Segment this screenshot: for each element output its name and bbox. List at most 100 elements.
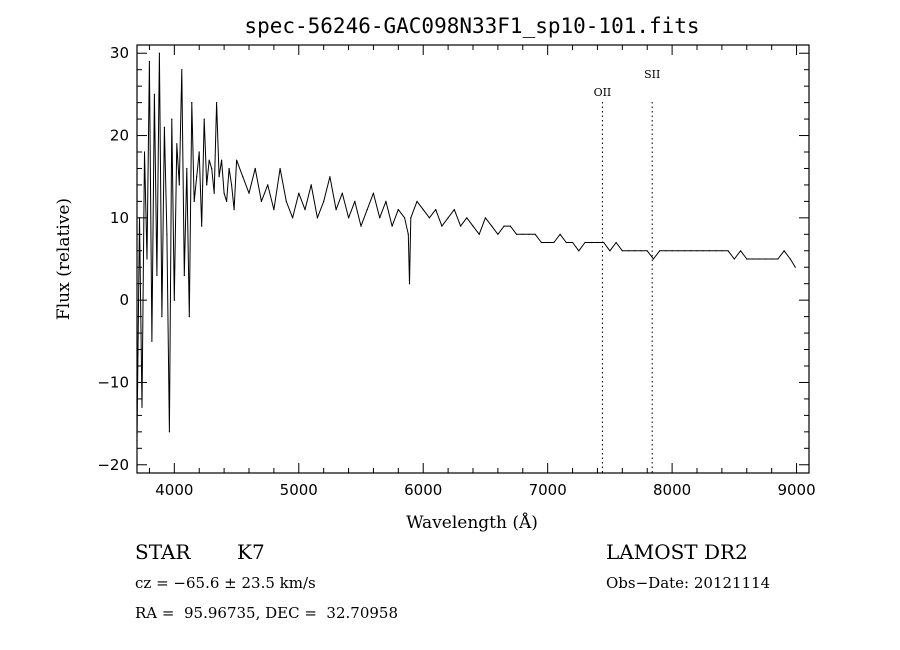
x-axis-label: Wavelength (Å) [406, 512, 538, 533]
flux-point [422, 209, 424, 211]
flux-point [596, 241, 599, 244]
flux-point [226, 200, 228, 202]
flux-point [727, 250, 729, 252]
x-tick-label-2: 6000 [404, 481, 442, 499]
flux-point [304, 209, 306, 211]
flux-point [665, 250, 667, 252]
flux-point [141, 406, 143, 408]
survey-name: LAMOST DR2 [606, 540, 748, 564]
flux-point [590, 241, 592, 244]
flux-point [472, 225, 474, 227]
flux-point [435, 209, 437, 211]
flux-point [628, 250, 630, 252]
y-tick-label-2: 0 [119, 291, 129, 309]
flux-point [484, 217, 486, 219]
flux-point [540, 241, 543, 244]
flux-point [208, 159, 210, 161]
flux-point [201, 225, 203, 227]
x-tick-label-0: 4000 [155, 481, 193, 499]
flux-point [146, 258, 148, 260]
flux-point [746, 258, 748, 260]
flux-point [360, 225, 362, 227]
flux-point [547, 241, 549, 244]
flux-point [168, 431, 170, 433]
y-tick-label-4: 20 [110, 127, 129, 145]
flux-point [236, 159, 238, 161]
flux-point [491, 225, 493, 227]
flux-point [161, 316, 163, 318]
flux-point [279, 167, 281, 170]
flux-point [156, 274, 158, 277]
flux-point [777, 258, 779, 260]
chart-title: spec-56246-GAC098N33F1_sp10-101.fits [244, 14, 699, 38]
flux-point [733, 258, 735, 260]
observation-date: Obs−Date: 20121114 [606, 574, 771, 592]
flux-point [136, 439, 138, 441]
flux-point [260, 200, 262, 202]
flux-point [354, 200, 356, 202]
flux-point [603, 241, 605, 244]
flux-point [298, 192, 300, 194]
flux-point [646, 250, 648, 252]
flux-point [578, 250, 580, 252]
flux-point [310, 184, 312, 186]
coordinates: RA = 95.96735, DEC = 32.70958 [135, 604, 399, 622]
flux-point [186, 167, 188, 170]
flux-point [242, 176, 244, 178]
flux-point [153, 93, 155, 95]
flux-point [721, 250, 723, 252]
flux-point [758, 258, 760, 260]
flux-point [690, 250, 692, 252]
flux-point [173, 299, 175, 301]
flux-point [408, 283, 411, 285]
flux-point [771, 258, 773, 260]
flux-point [385, 200, 387, 202]
flux-point [441, 225, 443, 227]
flux-point [196, 176, 198, 178]
flux-point [397, 209, 399, 211]
flux-point [176, 143, 178, 145]
flux-point [206, 184, 208, 186]
flux-point [292, 217, 294, 219]
flux-point [335, 209, 337, 211]
flux-point [231, 184, 233, 186]
flux-point [764, 258, 767, 260]
emission-line-markers: OII SII [594, 68, 660, 473]
flux-point [565, 241, 567, 244]
flux-point [329, 176, 331, 178]
flux-point [166, 233, 168, 235]
flux-point [652, 258, 655, 260]
flux-point [203, 118, 205, 120]
flux-point [684, 250, 686, 252]
flux-point [534, 233, 536, 235]
flux-point [267, 184, 269, 186]
y-tick-label-0: −20 [97, 456, 129, 474]
flux-point [248, 192, 250, 194]
flux-point [188, 316, 190, 318]
flux-point [285, 200, 287, 202]
flux-point [740, 250, 742, 252]
flux-point [615, 241, 617, 244]
flux-point [478, 233, 480, 235]
object-subclass: K7 [237, 540, 265, 564]
flux-point [223, 192, 225, 194]
flux-point [516, 233, 518, 235]
object-class: STAR [135, 540, 191, 564]
axis-ticks: 4000 5000 6000 7000 8000 9000 −20 −10 0 10 20 30 [97, 44, 815, 499]
flux-point [447, 217, 449, 219]
flux-point [677, 250, 679, 252]
flux-point [171, 118, 173, 120]
flux-point [233, 209, 235, 211]
flux-point [178, 184, 180, 186]
flux-point [702, 250, 704, 252]
flux-point [416, 200, 418, 202]
flux-point [348, 217, 350, 219]
flux-point [708, 250, 711, 252]
flux-point [254, 167, 256, 170]
flux-point [366, 209, 368, 211]
flux-point [553, 241, 555, 244]
flux-point [503, 225, 505, 227]
flux-point [528, 233, 530, 235]
flux-point [621, 250, 623, 252]
